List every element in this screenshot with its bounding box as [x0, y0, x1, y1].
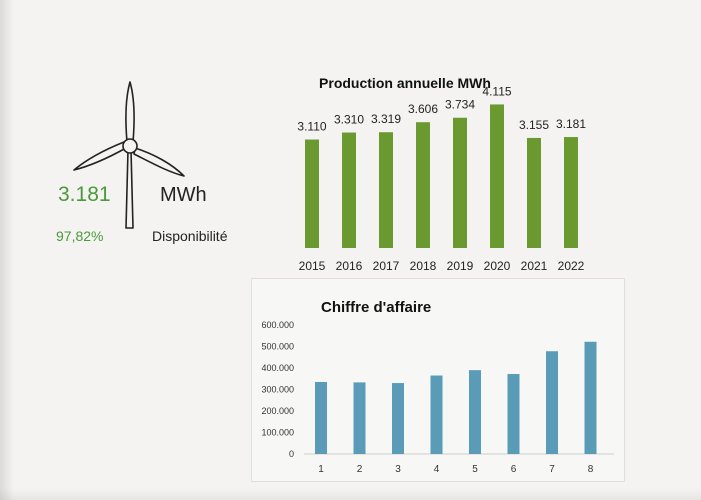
production-data-label-2022: 3.181 — [556, 117, 586, 131]
production-bar-2016 — [342, 132, 356, 248]
revenue-chart-title: Chiffre d'affaire — [321, 299, 431, 316]
revenue-y-tick: 500.000 — [261, 342, 294, 352]
revenue-x-tick-8: 8 — [588, 464, 594, 475]
revenue-x-tick-6: 6 — [511, 464, 517, 475]
revenue-bar-4 — [430, 375, 443, 454]
production-x-tick-2020: 2020 — [484, 259, 511, 273]
production-data-label-2019: 3.734 — [445, 98, 475, 112]
revenue-chart: Chiffre d'affaire 0 100.000 200.000 300.000… — [261, 299, 614, 475]
production-kpi-value: 3.181 — [58, 183, 111, 206]
production-x-tick-2018: 2018 — [410, 259, 437, 273]
production-x-tick-2016: 2016 — [336, 259, 363, 273]
production-data-label-2021: 3.155 — [519, 118, 549, 132]
production-bar-2020 — [490, 104, 504, 248]
revenue-y-tick: 400.000 — [261, 363, 294, 373]
revenue-x-tick-5: 5 — [472, 464, 478, 475]
revenue-y-tick: 300.000 — [261, 385, 294, 395]
production-data-label-2017: 3.319 — [371, 112, 401, 126]
revenue-x-tick-2: 2 — [357, 464, 363, 475]
production-data-label-2015: 3.110 — [297, 120, 326, 134]
production-x-tick-2019: 2019 — [447, 259, 474, 273]
production-bar-2017 — [379, 132, 393, 248]
revenue-x-tick-7: 7 — [549, 464, 555, 475]
revenue-bar-6 — [507, 374, 520, 454]
production-chart-title: Production annuelle MWh — [319, 75, 491, 91]
revenue-y-tick: 600.000 — [261, 320, 294, 330]
production-x-tick-2017: 2017 — [373, 259, 400, 273]
revenue-chart-panel: Chiffre d'affaire 0 100.000 200.000 300.000… — [251, 278, 625, 482]
revenue-bar-2 — [353, 382, 366, 454]
wind-turbine-icon — [73, 81, 185, 229]
revenue-x-tick-3: 3 — [395, 464, 401, 475]
revenue-x-tick-1: 1 — [318, 464, 324, 475]
production-bar-2019 — [453, 117, 467, 248]
production-bar-2021 — [527, 137, 541, 248]
production-data-label-2020: 4.115 — [482, 84, 511, 98]
production-bar-2015 — [305, 139, 319, 248]
production-kpi-unit: MWh — [160, 184, 207, 206]
revenue-bar-5 — [469, 370, 481, 454]
revenue-y-tick: 100.000 — [261, 428, 294, 438]
revenue-y-tick: 0 — [289, 449, 294, 459]
production-chart: Production annuelle MWh 3.110 2015 3.310 20… — [297, 75, 586, 273]
availability-kpi-label: Disponibilité — [152, 228, 228, 244]
revenue-bar-1 — [315, 381, 327, 454]
revenue-bar-7 — [546, 351, 558, 454]
production-x-tick-2022: 2022 — [558, 259, 585, 273]
production-x-tick-2021: 2021 — [521, 259, 548, 273]
production-bar-2022 — [564, 137, 578, 248]
revenue-bar-3 — [392, 383, 404, 454]
production-data-label-2018: 3.606 — [408, 102, 438, 116]
revenue-y-tick: 200.000 — [261, 406, 294, 416]
production-bar-2018 — [416, 122, 430, 248]
revenue-bar-8 — [584, 341, 597, 454]
production-x-tick-2015: 2015 — [299, 259, 326, 273]
production-data-label-2016: 3.310 — [334, 113, 364, 127]
revenue-x-tick-4: 4 — [434, 464, 440, 475]
availability-kpi-value: 97,82% — [56, 228, 104, 244]
